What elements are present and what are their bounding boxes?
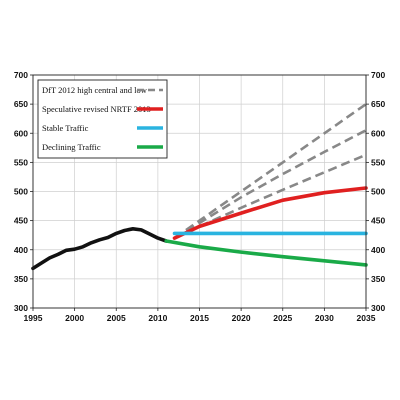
legend-box [37, 79, 168, 159]
y-tick-label-right: 450 [371, 216, 385, 226]
series-layer [31, 103, 368, 271]
y-axis-right-ticks: 300 350 400 450 500 550 600 650 700 [366, 70, 385, 313]
y-tick-label-right: 600 [371, 128, 385, 138]
legend-label: Stable Traffic [42, 123, 89, 133]
y-tick-label-left: 550 [14, 157, 28, 167]
series-line-3 [173, 153, 367, 240]
series-line-1 [173, 103, 367, 240]
x-axis-ticks: 1995 2000 2005 2010 2015 2020 2025 2030 2035 [24, 308, 376, 323]
legend-label: Speculative revised NRTF 2013 [42, 104, 151, 114]
y-tick-label-left: 600 [14, 128, 28, 138]
y-tick-label-right: 550 [371, 157, 385, 167]
series-line-4 [172, 186, 368, 240]
legend-label: DfT 2012 high central and low [42, 85, 148, 95]
series-line-2 [173, 129, 367, 240]
y-axis-left-ticks: 300 350 400 450 500 550 600 650 700 [14, 70, 33, 313]
series-line-0 [31, 227, 168, 271]
x-tick-label: 2035 [357, 313, 376, 323]
y-tick-label-right: 650 [371, 99, 385, 109]
y-tick-label-right: 700 [371, 70, 385, 80]
y-tick-label-left: 500 [14, 187, 28, 197]
x-tick-label: 2025 [273, 313, 292, 323]
y-tick-label-left: 300 [14, 303, 28, 313]
y-tick-label-right: 350 [371, 274, 385, 284]
y-tick-label-right: 300 [371, 303, 385, 313]
x-tick-label: 1995 [24, 313, 43, 323]
x-tick-label: 2015 [190, 313, 209, 323]
y-tick-label-left: 650 [14, 99, 28, 109]
x-tick-label: 2030 [315, 313, 334, 323]
y-tick-label-left: 400 [14, 245, 28, 255]
y-tick-label-right: 500 [371, 187, 385, 197]
x-tick-label: 2010 [148, 313, 167, 323]
x-tick-label: 2000 [65, 313, 84, 323]
series-line-6 [164, 239, 368, 267]
x-tick-label: 2005 [107, 313, 126, 323]
legend: DfT 2012 high central and low Speculative… [37, 79, 168, 159]
legend-label: Declining Traffic [42, 142, 101, 152]
y-tick-label-right: 400 [371, 245, 385, 255]
y-tick-label-left: 450 [14, 216, 28, 226]
y-tick-label-left: 350 [14, 274, 28, 284]
y-tick-label-left: 700 [14, 70, 28, 80]
x-tick-label: 2020 [232, 313, 251, 323]
